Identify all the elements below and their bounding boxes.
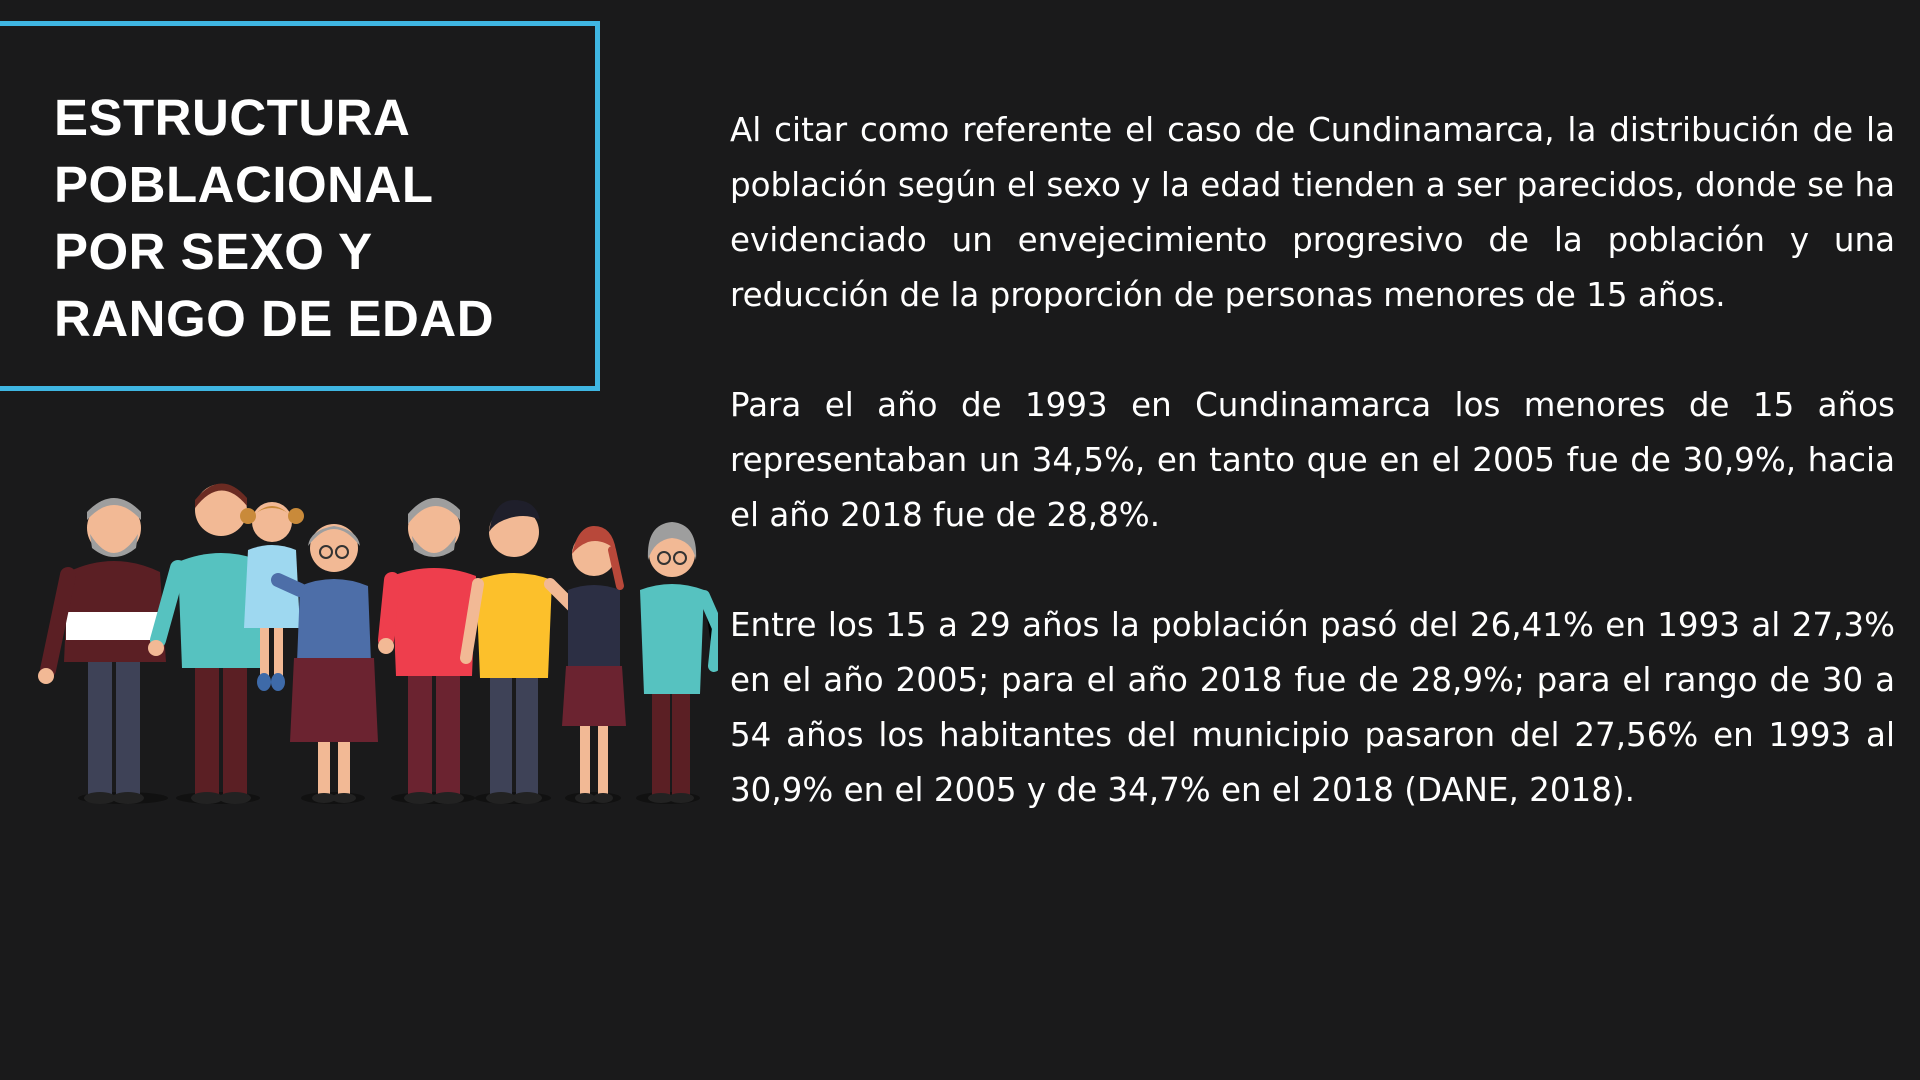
paragraph-intro: Al citar como referente el caso de Cundi… <box>730 111 1895 314</box>
paragraph-under-15: Para el año de 1993 en Cundinamarca los … <box>730 386 1895 534</box>
person-girl-icon <box>240 502 304 691</box>
person-grandma-icon <box>271 524 378 803</box>
title-frame <box>0 21 600 391</box>
family-group-illustration <box>38 483 718 804</box>
page-title: ESTRUCTURA POBLACIONAL POR SEXO Y RANGO … <box>54 84 494 352</box>
person-woman-yellow-icon <box>460 500 582 804</box>
person-grandpa-red-icon <box>378 497 476 804</box>
person-man-icon <box>148 483 264 804</box>
person-grandpa-icon <box>38 498 166 804</box>
body-text: Al citar como referente el caso de Cundi… <box>730 103 1895 873</box>
title-line-1: ESTRUCTURA <box>54 89 411 146</box>
paragraph-15-54: Entre los 15 a 29 años la población pasó… <box>730 606 1895 809</box>
title-line-2: POBLACIONAL <box>54 156 434 213</box>
person-young-woman-icon <box>562 526 626 803</box>
person-grandma-teal-icon <box>640 522 718 803</box>
title-line-3: POR SEXO Y <box>54 223 373 280</box>
title-line-4: RANGO DE EDAD <box>54 290 495 347</box>
